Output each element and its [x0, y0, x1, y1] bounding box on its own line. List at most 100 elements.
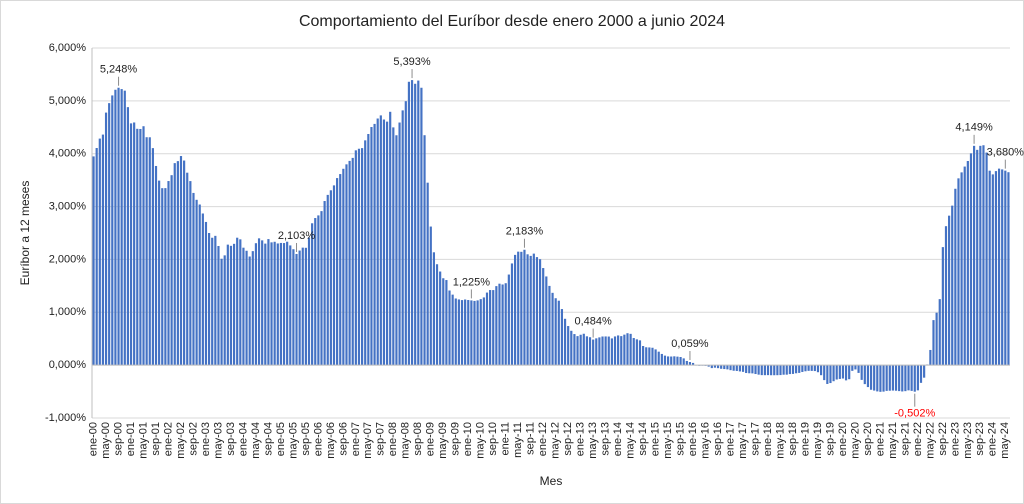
- bar: [526, 254, 529, 366]
- bar: [460, 300, 464, 366]
- bar: [301, 247, 304, 366]
- bar: [876, 365, 879, 392]
- bar: [485, 292, 489, 366]
- bar: [579, 334, 582, 366]
- bar: [954, 188, 957, 366]
- bar: [395, 135, 398, 366]
- x-tick-label: sep-17: [749, 422, 761, 456]
- x-tick-label: sep-13: [600, 422, 612, 456]
- bar: [988, 170, 991, 366]
- bar: [791, 365, 795, 374]
- bar: [451, 294, 454, 366]
- data-label: 3,680%: [987, 147, 1024, 159]
- bar: [111, 95, 114, 366]
- bar: [841, 365, 845, 379]
- bar: [229, 245, 233, 366]
- bar: [108, 103, 111, 366]
- x-tick-label: may-20: [849, 422, 861, 459]
- bar: [588, 337, 592, 366]
- bar: [879, 365, 882, 392]
- bar: [626, 333, 629, 366]
- bar: [482, 297, 485, 366]
- y-tick-label: 4,000%: [49, 148, 87, 160]
- bar: [448, 290, 451, 366]
- bar: [645, 347, 648, 366]
- x-tick-label: may-13: [587, 422, 599, 459]
- bar: [513, 254, 517, 366]
- bar: [620, 336, 623, 366]
- bar: [545, 276, 548, 366]
- bar: [329, 190, 332, 366]
- x-tick-label: sep-01: [150, 422, 162, 456]
- bar: [226, 244, 229, 366]
- bar: [673, 356, 676, 366]
- bar: [997, 168, 1001, 366]
- bar: [882, 365, 885, 392]
- x-tick-label: sep-16: [712, 422, 724, 456]
- bar: [398, 122, 401, 366]
- bar: [948, 215, 951, 366]
- bar: [101, 134, 105, 366]
- bar: [254, 243, 258, 366]
- bar: [186, 172, 189, 366]
- x-tick-label: sep-14: [637, 422, 649, 456]
- bar: [189, 181, 192, 366]
- bar: [223, 255, 226, 366]
- y-tick-label: 5,000%: [49, 95, 87, 107]
- bar: [745, 365, 748, 374]
- bar: [795, 365, 798, 374]
- bar: [635, 339, 638, 366]
- bar: [573, 334, 576, 366]
- bar: [560, 309, 564, 366]
- data-label: 1,225%: [453, 276, 491, 288]
- x-tick-label: may-10: [475, 422, 487, 459]
- bar: [720, 365, 723, 369]
- bar: [554, 298, 557, 366]
- bar: [623, 334, 626, 366]
- x-tick-label: ene-15: [650, 422, 662, 456]
- bar: [798, 365, 801, 373]
- bar: [676, 356, 679, 366]
- bar: [873, 365, 876, 391]
- bar: [392, 127, 395, 366]
- bar: [501, 284, 504, 366]
- bar: [592, 339, 595, 366]
- bar: [629, 333, 632, 366]
- x-tick-label: may-05: [287, 422, 299, 459]
- bar: [139, 128, 142, 366]
- bar: [473, 300, 476, 366]
- x-tick-label: ene-10: [462, 422, 474, 456]
- bar: [161, 188, 164, 366]
- bar: [239, 239, 242, 366]
- bar: [470, 300, 473, 366]
- bar: [685, 360, 688, 366]
- bar: [757, 365, 760, 375]
- bar: [198, 204, 201, 366]
- x-tick-label: ene-06: [312, 422, 324, 456]
- bar: [760, 365, 763, 376]
- bar: [289, 245, 292, 366]
- bar: [829, 365, 832, 384]
- x-axis-title: Mes: [540, 474, 563, 488]
- bar: [204, 221, 208, 366]
- bar: [282, 243, 286, 366]
- x-tick-label: sep-18: [787, 422, 799, 456]
- y-tick-label: 6,000%: [49, 42, 87, 54]
- x-tick-label: sep-08: [412, 422, 424, 456]
- bar: [788, 365, 791, 375]
- bar: [838, 365, 841, 379]
- x-tick-label: may-23: [962, 422, 974, 459]
- x-tick-label: may-17: [737, 422, 749, 459]
- x-tick-label: ene-00: [87, 422, 99, 456]
- x-tick-label: sep-10: [487, 422, 499, 456]
- bar: [320, 211, 323, 366]
- data-label: 2,183%: [506, 226, 544, 238]
- bar: [148, 137, 151, 366]
- bar: [823, 365, 826, 381]
- x-tick-label: may-08: [400, 422, 412, 459]
- x-tick-label: may-04: [250, 422, 262, 459]
- x-tick-label: sep-05: [300, 422, 312, 456]
- x-tick-label: ene-07: [350, 422, 362, 456]
- bar: [211, 237, 214, 366]
- bar: [991, 174, 994, 366]
